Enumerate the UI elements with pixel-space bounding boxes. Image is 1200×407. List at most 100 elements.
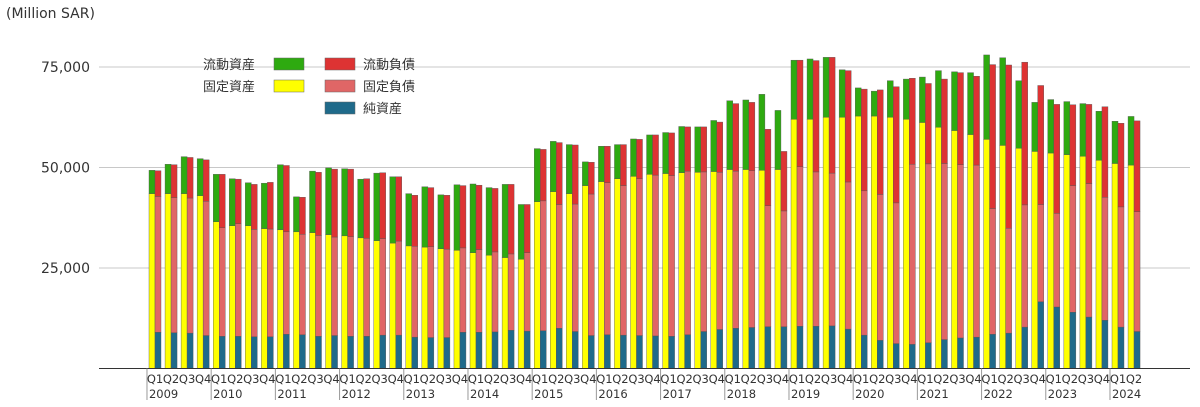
bar-liabilities-equity-2013Q4 bbox=[459, 332, 467, 369]
bar-liabilities-equity-2022Q4 bbox=[1037, 301, 1044, 369]
bar-liabilities-equity-2011Q2 bbox=[299, 197, 306, 235]
legend-label: 流動負債 bbox=[363, 58, 415, 73]
bar-assets-2019Q3 bbox=[822, 57, 830, 118]
bar-liabilities-equity-2014Q3 bbox=[507, 330, 515, 369]
bar-assets-2022Q1 bbox=[983, 54, 990, 140]
bar-liabilities-equity-2011Q4 bbox=[331, 236, 338, 336]
bar-liabilities-equity-2009Q2 bbox=[170, 197, 178, 333]
bar-assets-2018Q1 bbox=[726, 100, 733, 170]
year-label: 2018 bbox=[727, 387, 756, 401]
bar-liabilities-equity-2014Q4 bbox=[523, 330, 531, 369]
quarter-label: Q4 bbox=[580, 372, 596, 386]
year-label: 2022 bbox=[984, 387, 1013, 401]
bar-assets-2021Q3 bbox=[951, 130, 958, 369]
bar-liabilities-equity-2021Q2 bbox=[941, 78, 948, 164]
bar-liabilities-equity-2019Q4 bbox=[844, 328, 852, 369]
bar-liabilities-equity-2023Q4 bbox=[1101, 320, 1109, 369]
quarter-label: Q2 bbox=[291, 372, 307, 386]
bar-assets-2021Q1 bbox=[919, 122, 926, 369]
bar-liabilities-equity-2016Q3 bbox=[636, 178, 643, 336]
quarter-label: Q3 bbox=[949, 372, 965, 386]
bar-liabilities-equity-2019Q1 bbox=[796, 326, 804, 369]
bar-assets-2020Q1 bbox=[855, 115, 862, 369]
quarter-label: Q4 bbox=[1030, 372, 1046, 386]
bar-assets-2016Q3 bbox=[630, 176, 637, 369]
bar-liabilities-equity-2013Q1 bbox=[411, 336, 418, 369]
bar-assets-2014Q3 bbox=[501, 184, 509, 258]
bar-liabilities-equity-2019Q1 bbox=[796, 59, 804, 167]
quarter-label: Q4 bbox=[195, 372, 211, 386]
bar-assets-2022Q3 bbox=[1015, 80, 1022, 149]
bar-assets-2016Q4 bbox=[646, 174, 653, 369]
y-tick-label: 75,000 bbox=[41, 60, 90, 76]
bar-liabilities-equity-2016Q2 bbox=[620, 185, 627, 336]
bar-liabilities-equity-2018Q3 bbox=[764, 205, 772, 327]
bar-assets-2014Q4 bbox=[517, 204, 525, 260]
bar-liabilities-equity-2019Q1 bbox=[796, 166, 804, 327]
bar-liabilities-equity-2013Q3 bbox=[443, 195, 451, 250]
bar-assets-2009Q4 bbox=[196, 158, 204, 196]
bar-liabilities-equity-2011Q4 bbox=[331, 335, 338, 369]
bar-assets-2017Q4 bbox=[710, 171, 717, 369]
year-label: 2014 bbox=[470, 387, 499, 401]
bar-assets-2009Q4 bbox=[196, 195, 204, 369]
bar-assets-2014Q2 bbox=[485, 254, 493, 369]
bar-assets-2020Q3 bbox=[887, 117, 894, 369]
bar-liabilities-equity-2009Q4 bbox=[202, 159, 210, 202]
bar-assets-2010Q3 bbox=[245, 182, 252, 226]
bar-assets-2017Q3 bbox=[694, 172, 701, 369]
quarter-label: Q2 bbox=[805, 372, 821, 386]
bar-liabilities-equity-2022Q4 bbox=[1037, 204, 1044, 302]
bar-liabilities-equity-2022Q3 bbox=[1021, 326, 1028, 369]
bar-assets-2023Q3 bbox=[1079, 103, 1087, 157]
quarter-label: Q3 bbox=[307, 372, 323, 386]
bar-liabilities-equity-2010Q1 bbox=[218, 227, 226, 337]
bar-assets-2018Q1 bbox=[726, 169, 733, 369]
bar-liabilities-equity-2013Q4 bbox=[459, 247, 467, 333]
quarter-label: Q1 bbox=[147, 372, 163, 386]
bar-liabilities-equity-2011Q1 bbox=[283, 165, 290, 233]
bar-assets-2017Q1 bbox=[662, 173, 669, 369]
bar-assets-2010Q1 bbox=[212, 174, 220, 222]
bar-liabilities-equity-2015Q3 bbox=[572, 144, 579, 205]
bar-assets-2010Q2 bbox=[229, 225, 236, 369]
bar-liabilities-equity-2009Q3 bbox=[186, 197, 194, 334]
bar-liabilities-equity-2021Q3 bbox=[957, 72, 964, 165]
bar-layer bbox=[148, 54, 1141, 369]
bar-assets-2009Q1 bbox=[148, 193, 156, 369]
bar-liabilities-equity-2015Q4 bbox=[588, 193, 595, 336]
bar-assets-2014Q2 bbox=[485, 187, 493, 256]
bar-assets-2011Q3 bbox=[309, 170, 316, 233]
bar-assets-2013Q1 bbox=[405, 193, 412, 247]
bar-liabilities-equity-2019Q3 bbox=[828, 57, 836, 174]
quarter-label: Q3 bbox=[1014, 372, 1030, 386]
year-label: 2009 bbox=[149, 387, 178, 401]
bar-liabilities-equity-2017Q3 bbox=[700, 126, 707, 173]
bar-liabilities-equity-2012Q1 bbox=[347, 168, 354, 237]
quarter-label: Q1 bbox=[532, 372, 548, 386]
bar-assets-2013Q3 bbox=[437, 194, 445, 249]
bar-liabilities-equity-2011Q3 bbox=[315, 235, 322, 337]
quarter-label: Q4 bbox=[1094, 372, 1110, 386]
quarter-label: Q1 bbox=[660, 372, 676, 386]
bar-liabilities-equity-2016Q2 bbox=[620, 334, 627, 369]
bar-assets-2017Q3 bbox=[694, 126, 701, 173]
bar-liabilities-equity-2018Q2 bbox=[748, 102, 756, 171]
bar-liabilities-equity-2021Q2 bbox=[941, 163, 948, 340]
bar-liabilities-equity-2017Q2 bbox=[684, 334, 691, 369]
bar-liabilities-equity-2011Q1 bbox=[283, 231, 290, 335]
bar-liabilities-equity-2011Q1 bbox=[283, 334, 290, 369]
bar-assets-2015Q1 bbox=[534, 148, 541, 202]
bar-liabilities-equity-2013Q2 bbox=[427, 337, 435, 369]
bar-liabilities-equity-2017Q3 bbox=[700, 171, 707, 332]
legend-swatch bbox=[324, 101, 356, 115]
bar-liabilities-equity-2014Q4 bbox=[523, 252, 531, 332]
bar-assets-2017Q1 bbox=[662, 132, 669, 174]
bar-assets-2019Q4 bbox=[838, 117, 846, 369]
bar-liabilities-equity-2015Q1 bbox=[540, 149, 547, 202]
bar-liabilities-equity-2013Q2 bbox=[427, 187, 435, 247]
bar-liabilities-equity-2014Q1 bbox=[475, 249, 483, 333]
bar-assets-2017Q4 bbox=[710, 120, 717, 172]
bar-liabilities-equity-2014Q1 bbox=[475, 184, 483, 250]
